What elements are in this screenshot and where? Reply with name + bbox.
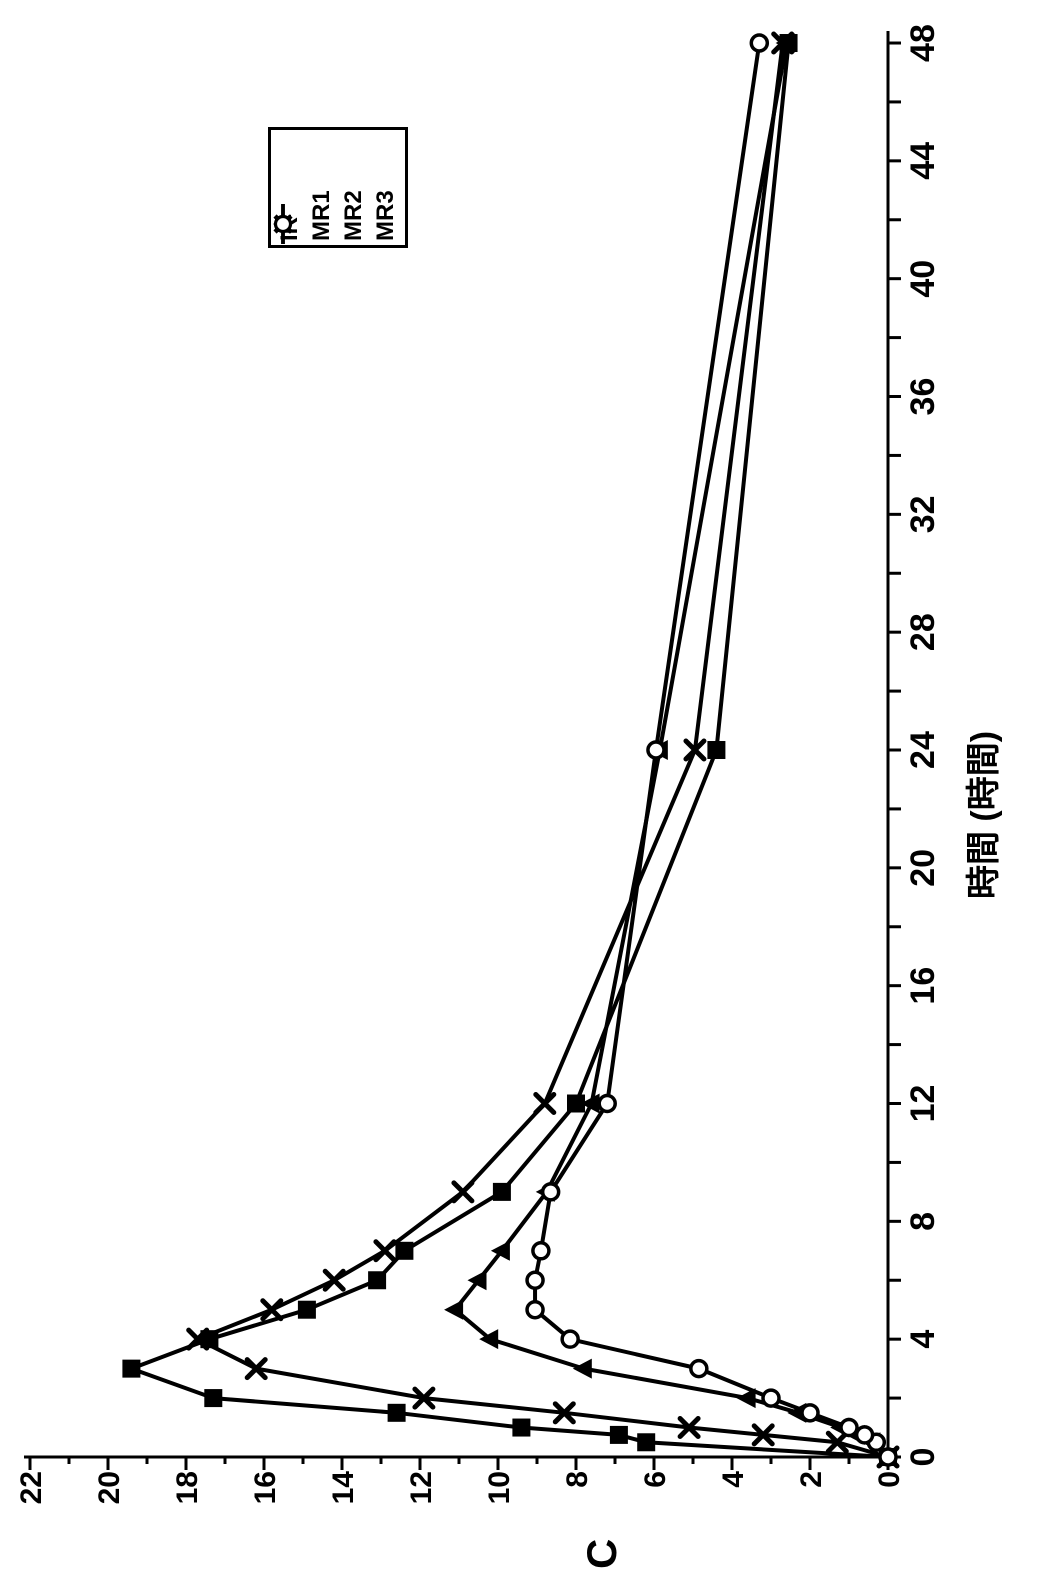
series-IR-marker <box>492 1182 511 1201</box>
series-MR1-marker <box>451 1180 475 1204</box>
series-MR2-marker <box>736 1388 756 1409</box>
series-IR-marker <box>637 1433 656 1452</box>
y-tick-label: 22 <box>15 1471 48 1504</box>
series-MR3-marker <box>689 1358 709 1379</box>
legend-item-mr2: MR2 <box>273 132 368 244</box>
x-tick-label: 28 <box>904 613 942 651</box>
x-tick-label: 40 <box>904 260 942 298</box>
y-tick-label: 14 <box>327 1471 360 1505</box>
series-MR1-marker <box>677 1416 701 1440</box>
series-MR1-marker <box>186 1327 210 1351</box>
legend-item-mr1: MR1 <box>273 132 336 244</box>
series-IR-marker <box>204 1389 223 1408</box>
x-tick-label: 0 <box>904 1448 942 1467</box>
legend-box: IR MR1 MR2 MR3 <box>268 127 408 248</box>
legend-label-mr3: MR3 <box>372 190 399 241</box>
x-tick-label: 24 <box>904 731 942 769</box>
series-IR-marker <box>609 1425 628 1444</box>
series-IR-marker <box>297 1300 316 1319</box>
x-tick-label: 36 <box>904 378 942 416</box>
y-tick-label: 18 <box>171 1471 204 1504</box>
series-MR3-marker <box>854 1425 875 1445</box>
series-MR1-marker <box>751 1423 775 1447</box>
series-IR-marker <box>395 1241 414 1260</box>
series-MR2-marker <box>775 33 795 54</box>
series-IR-marker <box>368 1271 387 1290</box>
legend-item-mr3: MR3 <box>273 132 400 244</box>
series-MR3-marker <box>540 1182 561 1202</box>
series-MR1-marker <box>683 738 707 762</box>
series-IR-marker <box>512 1418 531 1437</box>
y-tick-label: 6 <box>639 1471 672 1488</box>
series-MR3-marker <box>531 1241 551 1261</box>
series-MR3-marker <box>878 1447 898 1467</box>
series-MR1-marker <box>322 1268 346 1292</box>
series-MR2-marker <box>444 1299 464 1320</box>
y-tick-label: 2 <box>795 1471 828 1488</box>
y-tick-label: 8 <box>561 1471 594 1488</box>
series-MR2-marker <box>479 1329 499 1350</box>
series-MR1-marker <box>373 1239 397 1263</box>
y-tick-label: 20 <box>93 1471 126 1504</box>
x-tick-label: 44 <box>904 142 942 180</box>
x-tick-label: 8 <box>904 1212 942 1231</box>
series-MR3-marker <box>597 1093 617 1114</box>
x-tick-label: 4 <box>904 1330 942 1349</box>
series-IR-marker <box>122 1359 141 1378</box>
series-IR-marker <box>707 741 726 760</box>
y-tick-label: 16 <box>249 1471 282 1504</box>
y-tick-label: 12 <box>405 1471 438 1504</box>
x-axis-title: 時間 (時間) <box>965 730 1003 900</box>
open-circle-marker-icon <box>273 204 293 244</box>
series-MR3-marker <box>749 33 770 53</box>
series-MR1-marker <box>825 1430 849 1454</box>
series-MR1-marker <box>244 1357 268 1381</box>
x-tick-label: 20 <box>904 849 942 887</box>
series-MR3-marker <box>839 1417 859 1438</box>
series-MR3-marker <box>560 1329 580 1349</box>
series-MR1-marker <box>412 1386 436 1410</box>
x-tick-label: 12 <box>904 1085 942 1123</box>
y-tick-label: 10 <box>483 1471 516 1504</box>
legend-label-mr1: MR1 <box>308 190 335 241</box>
series-MR2-marker <box>467 1270 487 1291</box>
series-MR2-line <box>453 42 890 1459</box>
x-tick-label: 16 <box>904 967 942 1005</box>
series-MR2-marker <box>490 1240 510 1261</box>
series-MR3-marker <box>646 740 666 760</box>
series-MR2-marker <box>580 1093 600 1114</box>
y-tick-label: 4 <box>717 1471 750 1488</box>
series-MR3-marker <box>525 1299 545 1320</box>
y-axis-title: C <box>578 1538 625 1569</box>
x-tick-label: 48 <box>904 24 942 62</box>
series-MR1-marker <box>552 1401 576 1425</box>
series-MR2-marker <box>572 1358 592 1379</box>
series-MR1-marker <box>260 1298 284 1322</box>
y-tick-label: 0 <box>873 1471 906 1488</box>
series-IR-marker <box>387 1403 406 1422</box>
series-MR3-marker <box>761 1388 781 1408</box>
series-MR3-marker <box>800 1403 820 1423</box>
series-IR-marker <box>567 1094 585 1113</box>
legend-label-mr2: MR2 <box>340 190 367 241</box>
series-MR2-marker <box>787 1402 807 1423</box>
series-MR1-marker <box>533 1092 557 1116</box>
series-MR3-marker <box>525 1270 545 1291</box>
x-tick-label: 32 <box>904 495 942 533</box>
